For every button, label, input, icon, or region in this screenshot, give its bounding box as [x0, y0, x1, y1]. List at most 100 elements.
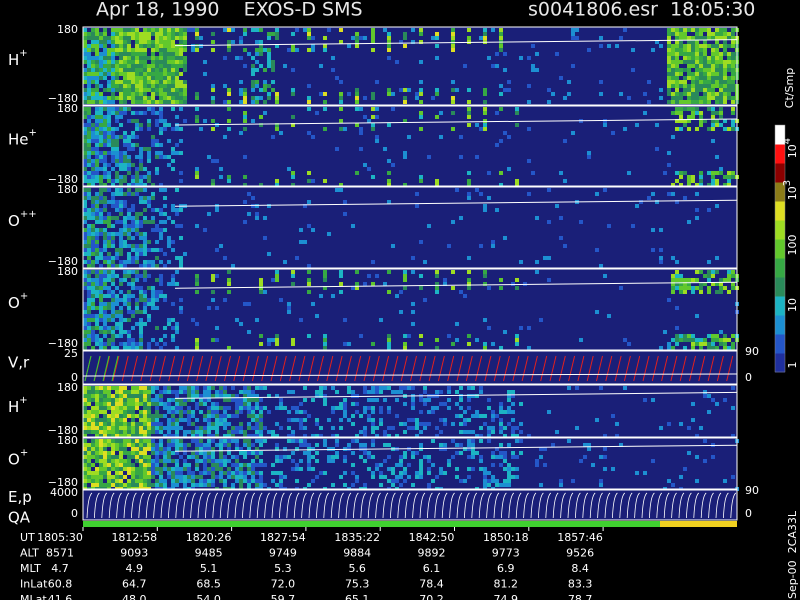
spectrogram-pixel: [87, 179, 91, 183]
spectrogram-pixel: [207, 439, 211, 443]
spectrogram-pixel: [271, 471, 275, 475]
spectrogram-pixel: [115, 322, 119, 326]
spectrogram-pixel: [147, 406, 151, 410]
spectrogram-pixel: [443, 443, 447, 447]
spectrogram-pixel: [175, 48, 179, 52]
spectrogram-pixel: [99, 286, 103, 290]
spectrogram-pixel: [691, 111, 695, 115]
spectrogram-pixel: [155, 224, 159, 228]
spectrogram-pixel: [131, 398, 135, 402]
spectrogram-pixel: [239, 471, 243, 475]
spectrogram-pixel: [259, 290, 263, 294]
table-cell: 5.3: [274, 562, 292, 575]
spectrogram-pixel: [371, 439, 375, 443]
spectrogram-pixel: [163, 36, 167, 40]
spectrogram-pixel: [339, 119, 343, 123]
spectrogram-pixel: [423, 402, 427, 406]
spectrogram-pixel: [83, 171, 87, 175]
spectrogram-pixel: [151, 260, 155, 264]
spectrogram-pixel: [727, 60, 731, 64]
spectrogram-pixel: [179, 36, 183, 40]
spectrogram-pixel: [87, 274, 91, 278]
spectrogram-pixel: [135, 270, 139, 274]
spectrogram-pixel: [103, 483, 107, 487]
spectrogram-pixel: [687, 278, 691, 282]
spectrogram-pixel: [167, 163, 171, 167]
spectrogram-pixel: [171, 418, 175, 422]
spectrogram-pixel: [131, 483, 135, 487]
spectrogram-pixel: [251, 119, 255, 123]
spectrogram-pixel: [599, 386, 603, 390]
spectrogram-pixel: [703, 28, 707, 32]
spectrogram-pixel: [343, 459, 347, 463]
spectrogram-pixel: [99, 139, 103, 143]
spectrogram-pixel: [275, 483, 279, 487]
spectrogram-pixel: [167, 32, 171, 36]
spectrogram-pixel: [415, 92, 419, 96]
spectrogram-pixel: [135, 224, 139, 228]
spectrogram-pixel: [207, 394, 211, 398]
spectrogram-pixel: [419, 430, 423, 434]
spectrogram-pixel: [155, 447, 159, 451]
spectrogram-pixel: [171, 398, 175, 402]
spectrogram-pixel: [123, 278, 127, 282]
spectrogram-pixel: [371, 28, 375, 32]
spectrogram-pixel: [679, 171, 683, 175]
spectrogram-pixel: [331, 410, 335, 414]
spectrogram-pixel: [219, 394, 223, 398]
spectrogram-pixel: [103, 455, 107, 459]
spectrogram-pixel: [139, 76, 143, 80]
spectrogram-pixel: [451, 48, 455, 52]
spectrogram-pixel: [687, 64, 691, 68]
spectrogram-pixel: [111, 28, 115, 32]
spectrogram-pixel: [107, 471, 111, 475]
spectrogram-pixel: [319, 471, 323, 475]
spectrogram-pixel: [175, 64, 179, 68]
spectrogram-pixel: [491, 451, 495, 455]
spectrogram-pixel: [199, 430, 203, 434]
spectrogram-pixel: [535, 52, 539, 56]
spectrogram-pixel: [143, 72, 147, 76]
spectrogram-pixel: [99, 248, 103, 252]
spectrogram-pixel: [303, 204, 307, 208]
file-time: s0041806.esr 18:05:30: [528, 0, 755, 21]
spectrogram-pixel: [195, 48, 199, 52]
spectrogram-pixel: [143, 479, 147, 483]
spectrogram-pixel: [167, 398, 171, 402]
panel-label: O+: [8, 447, 28, 468]
spectrogram-pixel: [259, 28, 263, 32]
y2-tick-label: 90: [745, 484, 759, 497]
spectrogram-pixel: [171, 248, 175, 252]
spectrogram-pixel: [143, 248, 147, 252]
spectrogram-pixel: [147, 240, 151, 244]
spectrogram-pixel: [119, 326, 123, 330]
spectrogram-pixel: [671, 192, 675, 196]
spectrogram-pixel: [83, 414, 87, 418]
spectrogram-pixel: [111, 310, 115, 314]
spectrogram-pixel: [207, 479, 211, 483]
spectrogram-pixel: [143, 386, 147, 390]
spectrogram-pixel: [87, 455, 91, 459]
spectrogram-pixel: [123, 163, 127, 167]
spectrogram-pixel: [307, 451, 311, 455]
spectrogram-pixel: [83, 422, 87, 426]
spectrogram-pixel: [95, 32, 99, 36]
spectrogram-pixel: [95, 252, 99, 256]
spectrogram-pixel: [83, 483, 87, 487]
spectrogram-pixel: [363, 386, 367, 390]
row-label: ALT: [20, 547, 39, 560]
spin-trace: [174, 444, 738, 452]
spectrogram-pixel: [127, 36, 131, 40]
spectrogram-pixel: [111, 260, 115, 264]
spectrogram-pixel: [339, 290, 343, 294]
spectrogram-pixel: [143, 188, 147, 192]
spectrogram-pixel: [163, 479, 167, 483]
spectrogram-pixel: [143, 406, 147, 410]
spectrogram-pixel: [147, 414, 151, 418]
spectrogram-pixel: [123, 96, 127, 100]
spectrogram-pixel: [383, 430, 387, 434]
spectrogram-pixel: [387, 434, 391, 438]
spectrogram-pixel: [419, 467, 423, 471]
spectrogram-pixel: [695, 183, 699, 187]
spectrogram-pixel: [691, 175, 695, 179]
